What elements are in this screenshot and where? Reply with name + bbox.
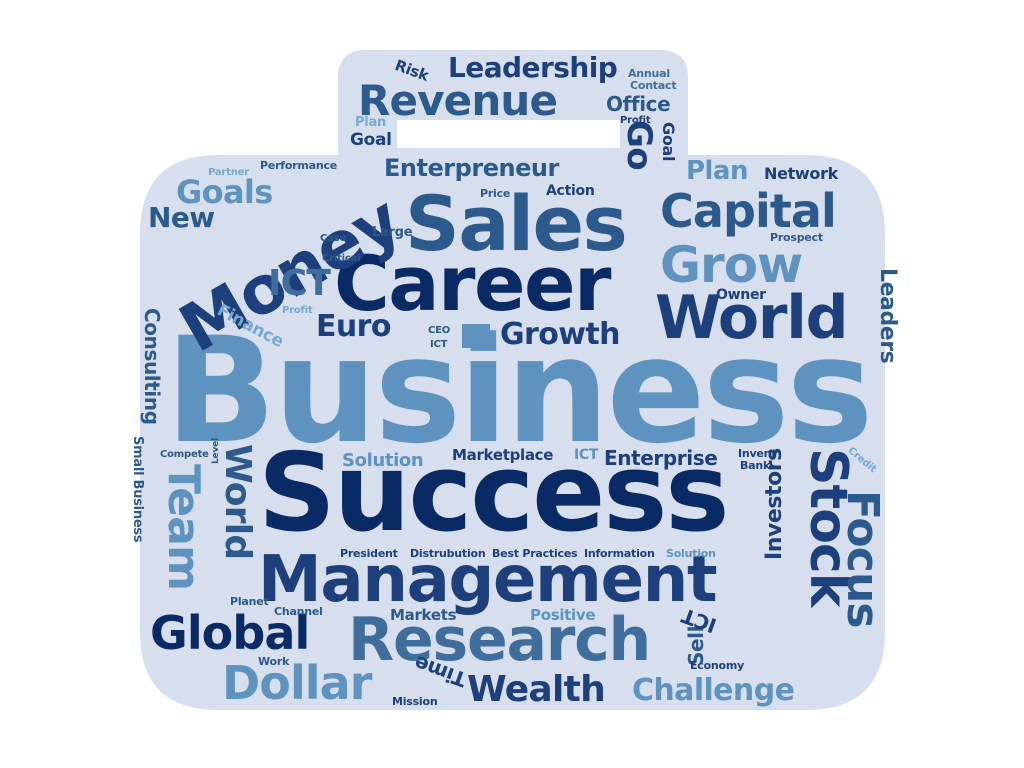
word-enterpreneur: Enterpreneur xyxy=(384,154,559,182)
word-euro: Euro xyxy=(316,309,391,344)
word-compete: Compete xyxy=(160,449,209,460)
word-global: Global xyxy=(150,606,310,660)
word-work: Work xyxy=(258,655,290,668)
word-case: Case xyxy=(320,233,347,244)
word-sales: Sales xyxy=(405,179,628,268)
word-planet: Planet xyxy=(230,595,269,608)
word-dollar: Dollar xyxy=(222,656,372,710)
word-marketplace: Marketplace xyxy=(452,446,554,464)
word-bank: Bank xyxy=(740,459,771,472)
word-growth: Growth xyxy=(500,317,620,352)
briefcase-body xyxy=(140,50,885,710)
word-prospect: Prospect xyxy=(770,231,823,244)
word-distrubution: Distrubution xyxy=(410,547,486,560)
word-wealth: Wealth xyxy=(467,669,606,710)
word-solution: Solution xyxy=(342,450,424,471)
word-action: Action xyxy=(546,183,595,199)
word-ict-tiny: ICT xyxy=(430,339,448,350)
word-focus: Focus xyxy=(837,490,888,628)
word-president: President xyxy=(340,547,398,560)
word-solution-small: Solution xyxy=(666,547,716,560)
word-enterprise: Enterprise xyxy=(604,446,718,470)
word-world: World xyxy=(655,283,849,353)
word-research: Research xyxy=(348,605,651,675)
word-mission: Mission xyxy=(392,695,438,708)
word-ceo: CEO xyxy=(428,325,451,336)
word-best-practices: Best Practices xyxy=(492,547,578,560)
word-annual: Annual xyxy=(628,67,670,80)
word-goal-vertical: Goal xyxy=(659,122,678,162)
word-new: New xyxy=(148,201,215,234)
word-business: Business xyxy=(165,306,873,476)
word-challenge: Challenge xyxy=(632,673,795,708)
word-contact: Contact xyxy=(630,79,677,92)
word-leaders: Leaders xyxy=(875,268,900,364)
word-positive: Positive xyxy=(530,606,596,624)
word-profit: Profit xyxy=(620,115,651,126)
word-plan-small: Plan xyxy=(355,115,386,130)
word-team: Team xyxy=(158,464,209,591)
word-channel: Channel xyxy=(274,605,323,618)
word-goal: Goal xyxy=(350,130,392,150)
word-goals: Goals xyxy=(176,173,273,211)
word-partner: Partner xyxy=(208,167,249,178)
word-success: Success xyxy=(258,431,730,556)
word-management: Management xyxy=(258,543,718,617)
word-network: Network xyxy=(764,164,838,183)
word-price: Price xyxy=(480,187,511,200)
word-world-vertical: World xyxy=(217,444,258,560)
word-office: Office xyxy=(606,92,671,116)
word-markets: Markets xyxy=(390,606,457,624)
word-owner: Owner xyxy=(716,287,766,303)
word-go: Go xyxy=(619,120,659,170)
word-information: Information xyxy=(584,547,655,560)
word-critical: Critical xyxy=(322,253,361,264)
word-profit-small: Profit xyxy=(282,305,313,316)
word-grow: Grow xyxy=(660,236,803,294)
word-consulting: Consulting xyxy=(140,308,164,425)
word-ict-small: ICT xyxy=(574,447,599,463)
solid-square-mark xyxy=(462,324,490,348)
word-large: Large xyxy=(372,225,413,240)
word-plan: Plan xyxy=(686,156,748,186)
word-leadership: Leadership xyxy=(448,51,618,84)
word-small-business: Small Business xyxy=(130,436,145,543)
word-invent: Invent xyxy=(738,447,777,460)
word-performance: Performance xyxy=(260,159,337,172)
word-ict: ICT xyxy=(268,263,331,304)
word-level: Level xyxy=(211,438,221,464)
word-capital: Capital xyxy=(660,184,837,238)
word-economy: Economy xyxy=(690,659,745,672)
word-career: Career xyxy=(334,239,612,328)
word-revenue: Revenue xyxy=(358,76,558,125)
